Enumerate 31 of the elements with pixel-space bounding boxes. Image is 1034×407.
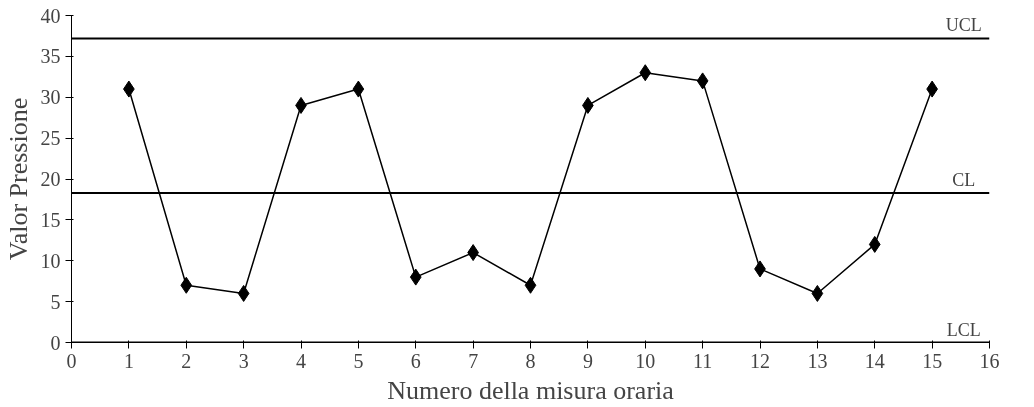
y-tick-label: 40 [40,4,61,27]
x-tick-label: 16 [979,349,1000,372]
x-tick-label: 10 [635,349,656,372]
y-tick-label: 0 [50,331,61,354]
x-tick-label: 6 [410,349,421,372]
ref-line-label: UCL [945,15,982,36]
x-tick-label: 2 [181,349,192,372]
x-tick-label: 3 [238,349,249,372]
y-tick-label: 35 [40,45,61,68]
x-tick-label: 8 [525,349,536,372]
y-axis-title: Valor Pressione [3,97,33,261]
x-tick-label: 9 [582,349,593,372]
x-tick-label: 5 [353,349,364,372]
y-tick-label: 15 [40,208,61,231]
ref-line-label: LCL [946,319,981,340]
x-tick-label: 11 [693,349,713,372]
y-tick-label: 25 [40,127,61,150]
y-tick-label: 5 [50,290,61,313]
y-tick-label: 30 [40,86,61,109]
y-tick-label: 20 [40,168,61,190]
x-tick-label: 12 [750,349,770,372]
x-tick-label: 7 [468,349,479,372]
ref-line-label: CL [952,169,976,190]
x-axis-title: Numero della misura oraria [387,375,675,405]
x-tick-label: 15 [922,349,943,372]
x-tick-label: 1 [123,349,134,372]
x-tick-label: 13 [807,349,828,372]
y-tick-label: 10 [40,249,61,272]
x-tick-label: 0 [66,349,77,372]
x-tick-label: 14 [864,349,885,372]
x-tick-label: 4 [296,349,306,372]
